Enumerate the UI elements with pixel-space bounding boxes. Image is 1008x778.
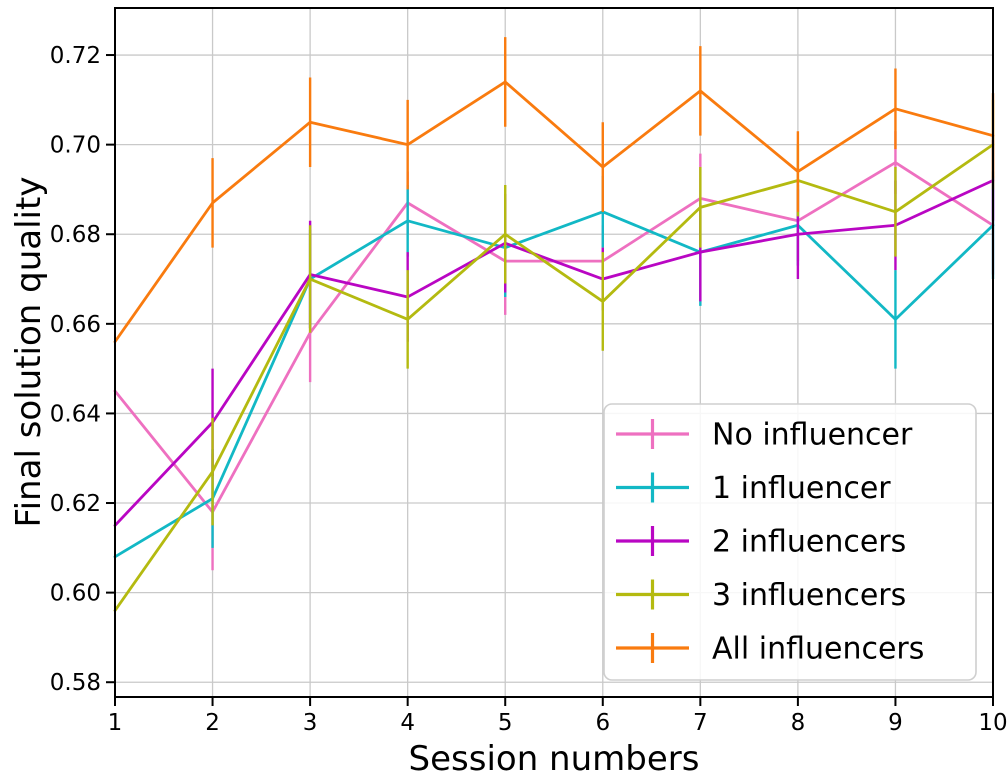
y-tick-label: 0.66: [50, 312, 101, 338]
legend-item-label: 2 influencers: [712, 525, 906, 560]
legend-box: [603, 403, 977, 681]
y-tick-label: 0.68: [50, 222, 101, 248]
x-tick-label: 5: [498, 710, 513, 736]
x-tick-label: 8: [791, 710, 806, 736]
y-tick-label: 0.70: [50, 133, 101, 159]
x-tick-label: 1: [108, 710, 123, 736]
series-line-2-influencers: [113, 179, 995, 527]
plot-border: [114, 7, 994, 698]
y-tick-label: 0.58: [50, 670, 101, 696]
x-tick-label: 9: [888, 710, 903, 736]
x-tick-label: 2: [205, 710, 220, 736]
legend-item-1-influencer: 1 influencer: [616, 471, 891, 506]
x-tick-label: 10: [978, 710, 1007, 736]
legend-item-all-influencers: All influencers: [616, 632, 924, 667]
legend-item-label: 3 influencers: [712, 578, 906, 613]
legend-item-3-influencers: 3 influencers: [616, 578, 906, 613]
tick-layer: 1 2 3 4 5 6 7 8 9 10 0.58 0.60 0.62 0.64 0.66 0.68 0.70 0…: [50, 43, 1008, 736]
y-axis-label: Final solution quality: [9, 177, 49, 528]
y-tick-label: 0.72: [50, 43, 101, 69]
series-line-3-influencers: [113, 143, 995, 612]
series-all-influencers: [113, 37, 995, 344]
series-line-1-influencer: [113, 210, 995, 559]
series-line-all-influencers: [113, 80, 995, 344]
y-tick-label: 0.62: [50, 491, 101, 517]
legend-item-2-influencers: 2 influencers: [616, 525, 906, 560]
legend-item-label: 1 influencer: [712, 471, 891, 506]
x-axis-label: Session numbers: [409, 739, 700, 778]
axes-layer: [114, 7, 994, 698]
x-tick-label: 4: [400, 710, 415, 736]
legend-item-no-influencer: No influencer: [616, 418, 913, 453]
y-tick-label: 0.64: [50, 401, 101, 427]
x-tick-label: 3: [303, 710, 318, 736]
legend-item-label: All influencers: [712, 632, 924, 667]
series-layer: [113, 37, 995, 612]
y-tick-label: 0.60: [50, 581, 101, 607]
legend-item-label: No influencer: [712, 418, 913, 453]
x-tick-label: 7: [693, 710, 708, 736]
legend: No influencer 1 influencer 2 influencers 3 …: [603, 403, 977, 681]
x-tick-label: 6: [595, 710, 610, 736]
